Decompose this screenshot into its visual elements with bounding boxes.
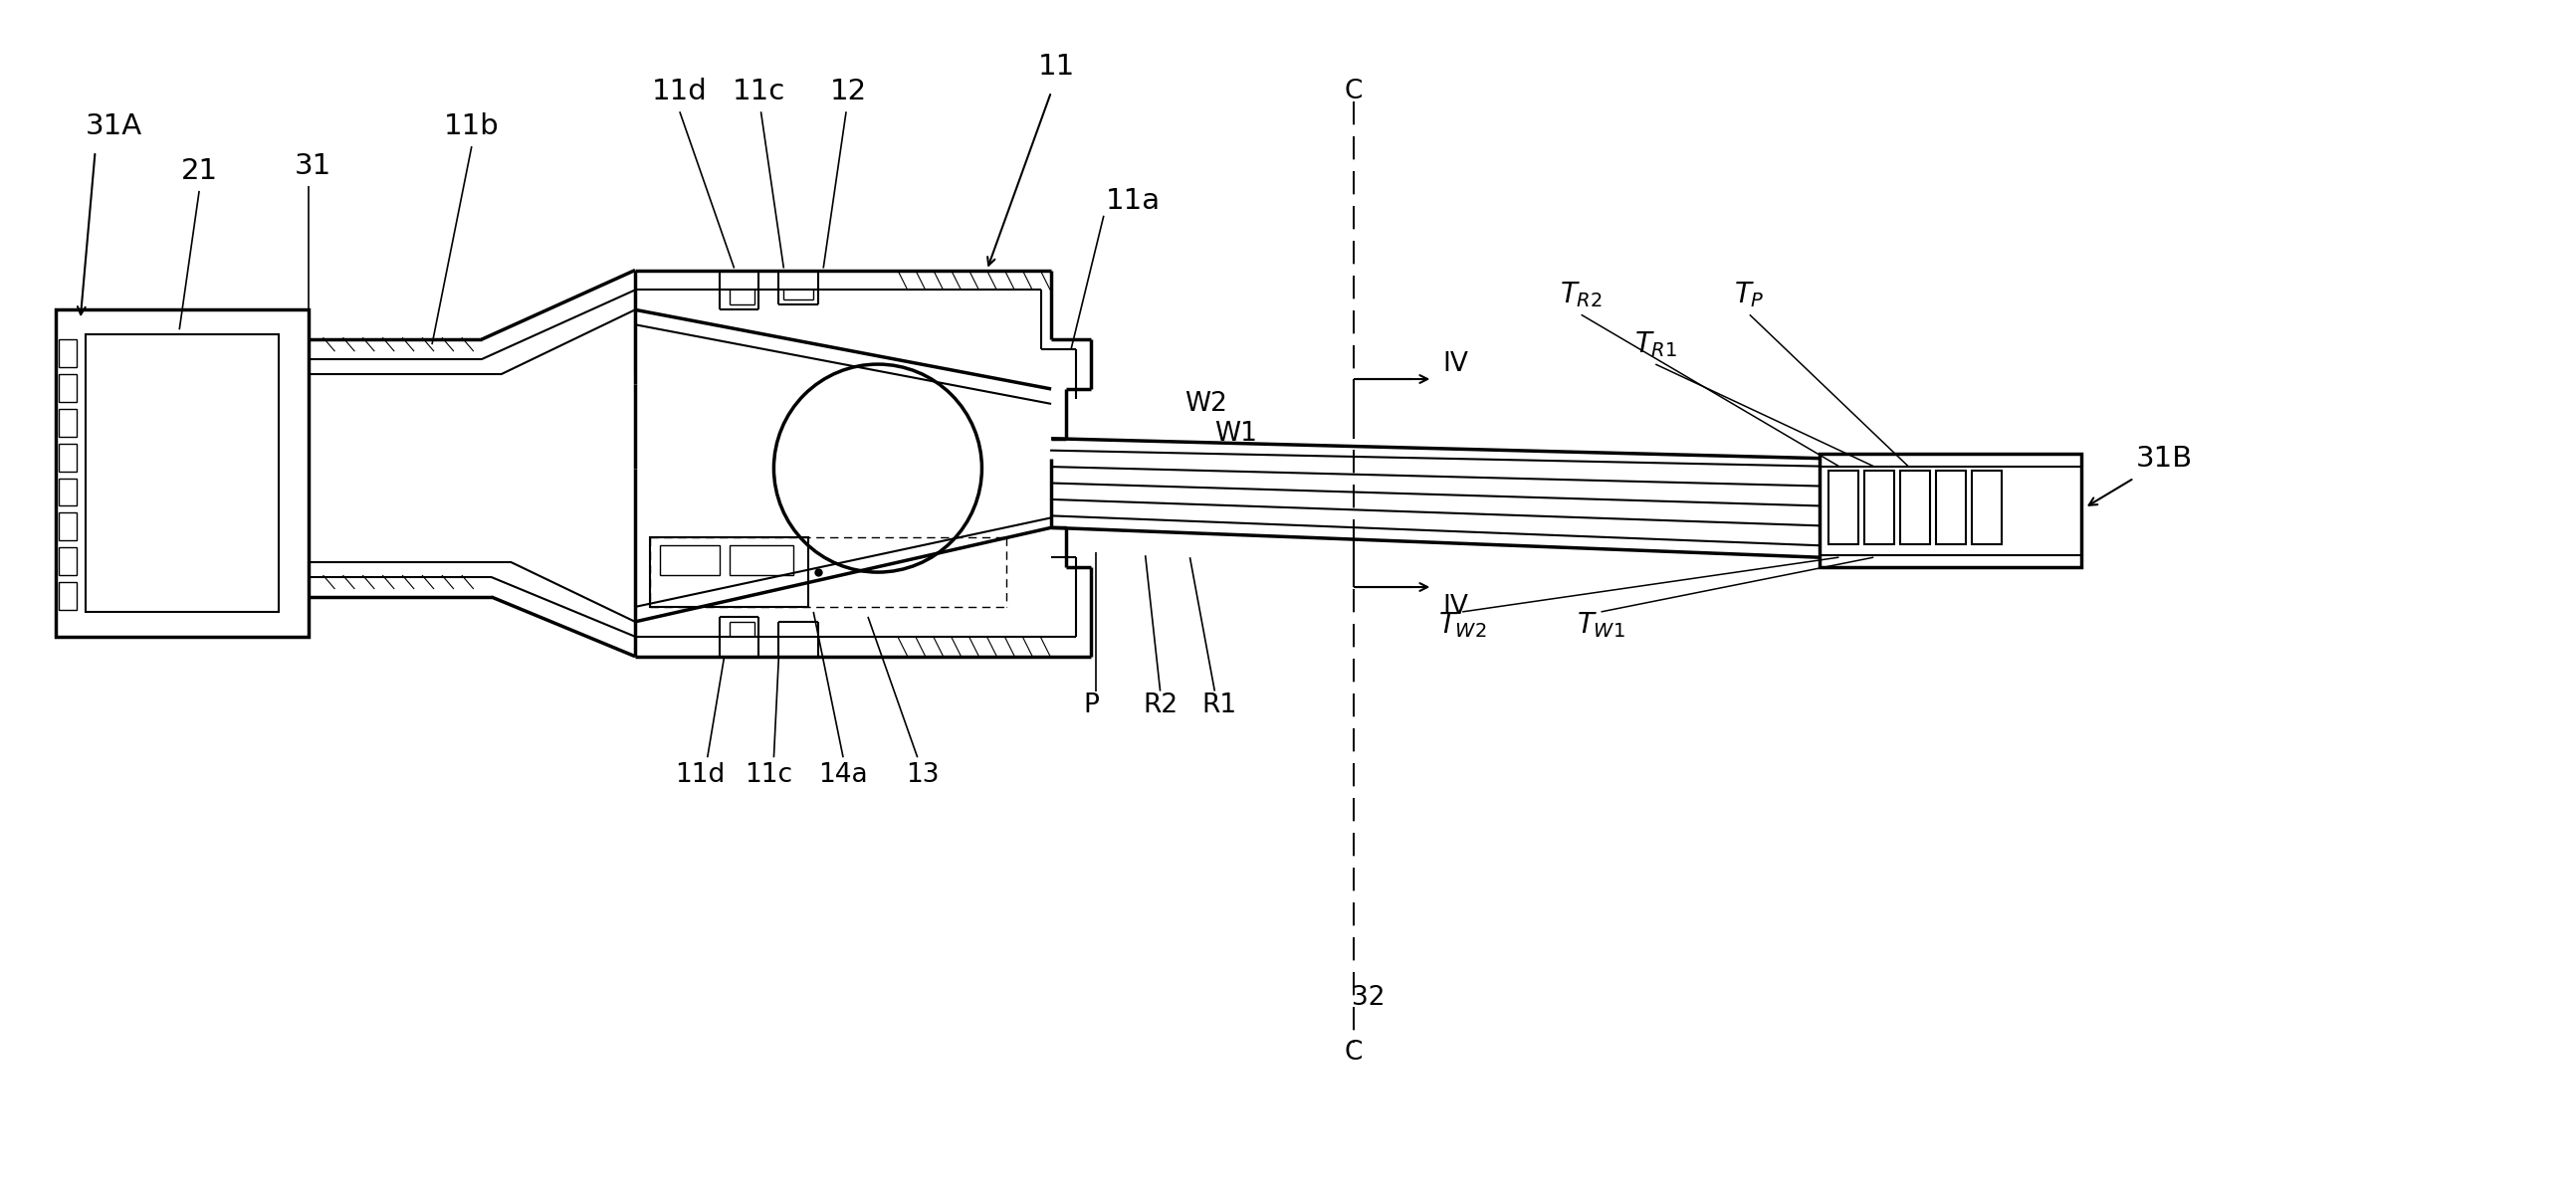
Text: R2: R2	[1144, 693, 1177, 719]
Bar	[59, 409, 77, 436]
Bar	[59, 582, 77, 610]
Bar	[649, 537, 809, 607]
Bar	[1901, 470, 1929, 544]
Text: 21: 21	[180, 158, 216, 185]
Bar	[1971, 470, 2002, 544]
Bar	[1937, 470, 1965, 544]
Text: W2: W2	[1185, 391, 1229, 416]
Bar	[59, 478, 77, 506]
Text: IV: IV	[1443, 351, 1468, 377]
Text: 11c: 11c	[744, 763, 793, 789]
Bar	[59, 339, 77, 368]
Text: 11: 11	[1038, 53, 1074, 81]
Text: C: C	[1345, 79, 1363, 104]
Bar	[1865, 470, 1893, 544]
Text: 11d: 11d	[652, 78, 708, 106]
Text: $T_{P}$: $T_{P}$	[1734, 280, 1765, 310]
Text: $T_{R1}$: $T_{R1}$	[1633, 330, 1677, 359]
Text: IV: IV	[1443, 594, 1468, 620]
Text: 11d: 11d	[675, 763, 724, 789]
Text: 13: 13	[907, 763, 940, 789]
Text: 31A: 31A	[85, 113, 142, 140]
Bar	[59, 548, 77, 575]
Text: $T_{W2}$: $T_{W2}$	[1437, 610, 1486, 639]
Bar	[659, 546, 719, 575]
Bar	[1819, 453, 2081, 567]
Text: 31B: 31B	[2136, 445, 2192, 472]
Bar	[1829, 470, 1860, 544]
Text: R1: R1	[1203, 693, 1236, 719]
Text: 11b: 11b	[443, 113, 500, 140]
Text: W1: W1	[1216, 421, 1257, 446]
Text: 11c: 11c	[732, 78, 786, 106]
Bar	[59, 374, 77, 402]
Bar	[59, 444, 77, 471]
Text: P: P	[1082, 693, 1100, 719]
Bar	[57, 310, 309, 637]
Bar	[729, 546, 793, 575]
Text: 14a: 14a	[819, 763, 868, 789]
Bar	[59, 512, 77, 541]
Text: C: C	[1345, 1040, 1363, 1065]
Text: 31: 31	[294, 152, 332, 180]
Text: $T_{W1}$: $T_{W1}$	[1577, 610, 1625, 639]
Text: 32: 32	[1352, 986, 1386, 1010]
Text: $T_{R2}$: $T_{R2}$	[1561, 280, 1602, 310]
Text: 12: 12	[829, 78, 866, 106]
Text: 11a: 11a	[1105, 187, 1162, 215]
Bar	[85, 334, 278, 612]
